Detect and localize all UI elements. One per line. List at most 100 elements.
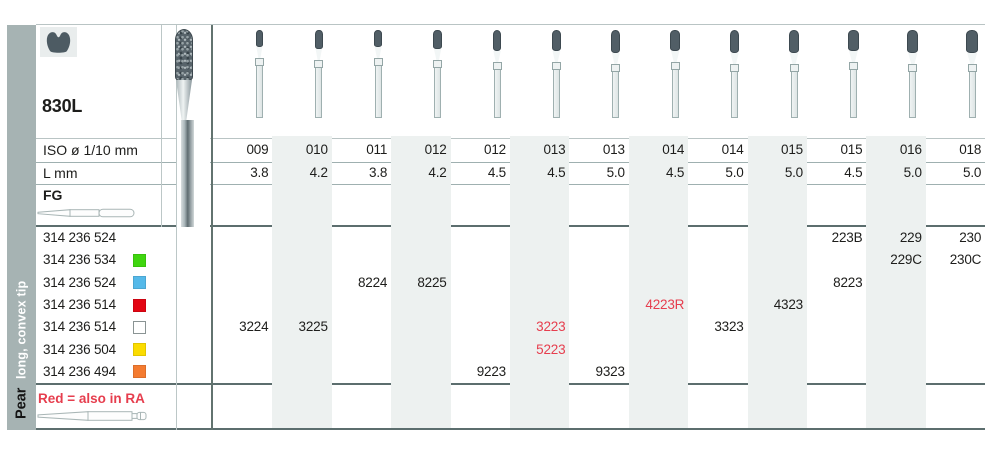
diamond-bur-icon-neck [433, 49, 442, 61]
length-value: 5.0 [963, 165, 982, 180]
diamond-bur-icon-head [315, 30, 323, 49]
footnote-red-note: Red = also in RA [38, 391, 145, 406]
order-number: 314 236 534 [43, 252, 116, 268]
column-stripe [272, 136, 332, 428]
diamond-bur-icon-collar [433, 60, 443, 68]
diamond-bur-icon-neck [256, 47, 263, 59]
diamond-bur-icon-head [551, 30, 561, 51]
diamond-bur-icon-neck [611, 53, 620, 65]
diamond-bur-icon-neck [493, 51, 501, 63]
iso-value: 018 [959, 142, 982, 157]
fg-shank-icon [37, 208, 135, 218]
length-value: 3.8 [250, 165, 269, 180]
diamond-bur-icon-neck [671, 51, 680, 63]
iso-value: 014 [721, 142, 744, 157]
iso-value: 012 [424, 142, 447, 157]
shape-icon-box [40, 27, 77, 57]
iso-value: 014 [662, 142, 685, 157]
diamond-bur-icon-neck [374, 47, 382, 59]
iso-value: 015 [840, 142, 863, 157]
length-value: 4.2 [309, 165, 328, 180]
product-code: 3323 [714, 319, 744, 335]
order-number: 314 236 514 [43, 296, 116, 312]
diamond-bur-icon-head [729, 30, 740, 53]
length-value: 3.8 [369, 165, 388, 180]
iso-value: 012 [484, 142, 506, 157]
product-code: 8224 [357, 274, 388, 290]
diamond-bur-icon-collar [492, 62, 502, 70]
iso-value: 011 [366, 142, 388, 157]
diamond-bur-icon-shank [790, 72, 798, 118]
diamond-bur-icon-head [670, 30, 681, 51]
length-value: 4.5 [547, 165, 566, 180]
iso-value: 013 [602, 142, 625, 157]
product-code: 4323 [773, 296, 803, 312]
column-stripe [391, 136, 451, 428]
length-value: 5.0 [725, 165, 744, 180]
diamond-bur-icon-shank [849, 70, 857, 118]
length-value: 5.0 [784, 165, 803, 180]
column-stripe [747, 136, 807, 428]
diamond-bur-icon-head [374, 30, 383, 47]
category-sidebar [7, 25, 36, 430]
column-stripe [510, 136, 570, 428]
grit-square-blue [133, 276, 146, 290]
diamond-bur-icon-collar [373, 58, 383, 66]
diamond-bur-icon-collar [967, 64, 977, 72]
iso-value: 015 [781, 142, 803, 157]
diamond-bur-icon-head [255, 30, 263, 47]
diamond-bur-icon-shank [552, 70, 560, 118]
product-code: 8223 [833, 274, 863, 290]
order-number: 314 236 494 [43, 363, 116, 379]
diamond-bur-icon-shank [434, 68, 442, 118]
length-value: 5.0 [606, 165, 625, 180]
divider-top [36, 24, 985, 25]
diamond-bur-photo-head [175, 29, 193, 81]
product-code: 5223 [536, 341, 566, 357]
diamond-bur-icon-shank [968, 72, 976, 118]
iso-row-label: ISO ø 1/10 mm [43, 142, 138, 158]
diamond-bur-icon-head [788, 30, 800, 53]
shape-subtitle: long, convex tip [14, 280, 29, 380]
diamond-bur-icon-shank [612, 72, 620, 118]
diamond-bur-icon-neck [849, 51, 858, 63]
diamond-bur-icon-shank [374, 66, 382, 118]
grit-square-yellow [133, 343, 146, 357]
diamond-bur-icon-collar [789, 64, 799, 72]
column-stripe [628, 136, 689, 428]
diamond-bur-icon-neck [789, 53, 799, 65]
divider-data-left [211, 25, 213, 430]
product-code: 229C [890, 252, 922, 268]
iso-value: 010 [305, 142, 328, 157]
diamond-bur-icon-collar [611, 64, 621, 72]
length-value: 4.5 [844, 165, 863, 180]
diamond-bur-icon-shank [909, 72, 917, 118]
grit-square-orange [133, 365, 146, 379]
divider-bottom [36, 428, 985, 430]
iso-value: 016 [899, 142, 922, 157]
diamond-bur-icon-shank [255, 66, 263, 118]
diamond-bur-icon-neck [967, 53, 978, 65]
length-value: 4.5 [666, 165, 685, 180]
diamond-bur-icon-shank [731, 72, 739, 118]
diamond-bur-icon-head [433, 30, 442, 49]
product-code: 9323 [595, 363, 625, 379]
length-value: 5.0 [903, 165, 922, 180]
product-code: 3223 [536, 319, 566, 335]
order-number: 314 236 524 [43, 274, 116, 290]
product-code: 9223 [476, 363, 506, 379]
diamond-bur-icon-collar [670, 62, 680, 70]
divider-label-col [161, 25, 162, 227]
diamond-bur-photo-shank [181, 120, 194, 227]
product-code: 3225 [298, 319, 328, 335]
product-code: 3224 [239, 319, 269, 335]
order-number: 314 236 524 [43, 230, 116, 245]
diamond-bur-icon-collar [730, 64, 740, 72]
divider-photo-col [176, 25, 177, 430]
grit-square-green [133, 254, 146, 267]
diamond-bur-icon-head [966, 30, 979, 53]
diamond-bur-icon-neck [315, 49, 322, 61]
product-code: 4223R [645, 296, 685, 312]
order-number: 314 236 504 [43, 341, 116, 357]
